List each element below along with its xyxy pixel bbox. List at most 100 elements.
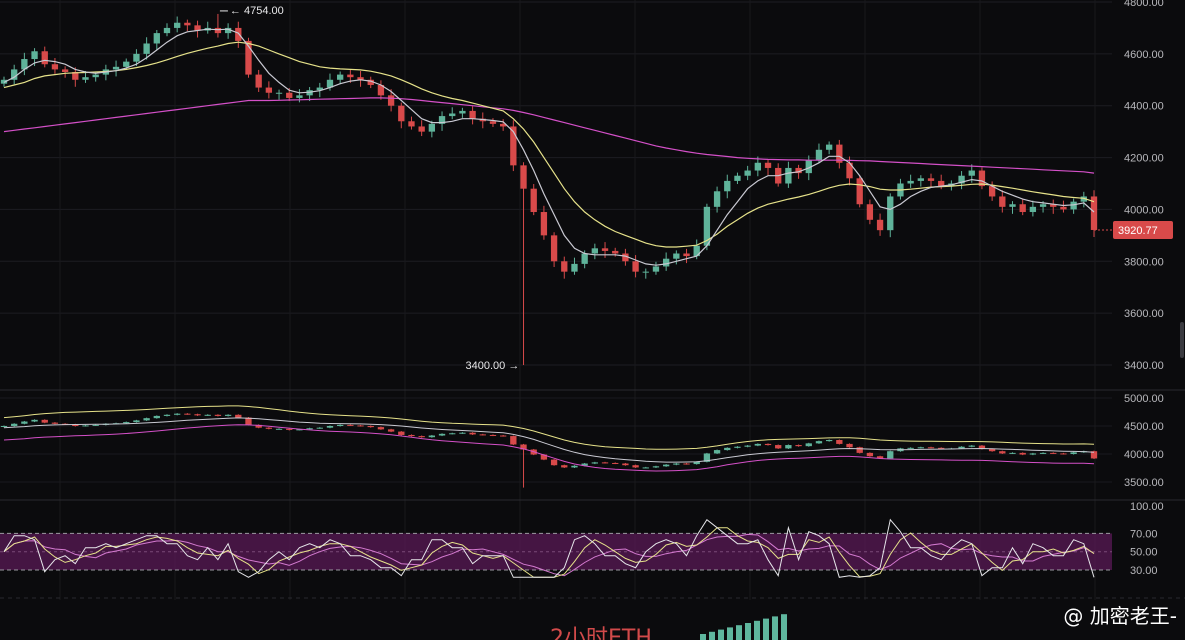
main-y-tick-label: 4600.00	[1124, 49, 1164, 61]
boll-candle-body	[785, 445, 792, 449]
main-y-tick-label: 4000.00	[1124, 204, 1164, 216]
boll-candle-body	[795, 445, 802, 447]
main-y-tick-label: 4200.00	[1124, 153, 1164, 165]
boll-candle-body	[683, 463, 690, 465]
candle-body	[938, 180, 945, 187]
volume-bar	[700, 634, 706, 640]
boll-candle-body	[245, 417, 252, 425]
candle-body	[693, 245, 700, 257]
candle-body	[673, 253, 680, 259]
boll-upper-line	[3, 405, 1095, 450]
boll-candle-body	[194, 414, 201, 416]
candle-body	[856, 178, 863, 205]
boll-candle-body	[1009, 452, 1016, 454]
candle-body	[907, 180, 914, 184]
volume-bar	[754, 620, 760, 640]
candle-body	[978, 170, 986, 187]
candle-body	[143, 43, 150, 54]
rsi-band	[0, 533, 1112, 570]
candle-body	[642, 271, 649, 273]
boll-candle-body	[1029, 453, 1037, 455]
candle-body	[540, 212, 548, 236]
candle-body	[805, 160, 812, 174]
boll-candle-body	[601, 462, 609, 464]
volume-bar	[727, 627, 733, 640]
boll-candle-body	[856, 447, 863, 453]
candle-body	[316, 87, 323, 91]
candle-body	[561, 261, 568, 272]
volume-bar	[718, 629, 724, 640]
boll-candle-body	[82, 425, 89, 427]
boll-candle-body	[0, 426, 8, 427]
boll-candle-body	[550, 459, 558, 466]
boll-candle-body	[917, 447, 924, 449]
candle-body	[438, 116, 446, 124]
boll-candle-body	[479, 434, 486, 436]
boll-candle-body	[123, 422, 130, 424]
candle-body	[652, 266, 660, 272]
candle-body	[622, 253, 629, 262]
boll-candle-body	[133, 420, 140, 423]
boll-candle-body	[713, 450, 721, 454]
boll-candle-body	[408, 434, 415, 437]
boll-candle-body	[622, 463, 629, 466]
boll-candle-body	[673, 463, 680, 465]
boll-y-tick-label: 4500.00	[1124, 421, 1164, 433]
boll-y-tick-label: 5000.00	[1124, 393, 1164, 405]
candle-body	[632, 261, 639, 272]
boll-lower-line	[3, 424, 1095, 472]
boll-y-tick-label: 3500.00	[1124, 477, 1164, 489]
candle-body	[408, 121, 415, 127]
candle-body	[866, 204, 874, 220]
candle-body	[724, 180, 731, 192]
candle-body	[836, 144, 843, 163]
candle-body	[112, 66, 120, 70]
candle-body	[163, 27, 171, 34]
boll-candle-body	[836, 440, 843, 444]
candle-body	[194, 25, 201, 31]
boll-candle-body	[1070, 452, 1077, 454]
boll-candle-body	[805, 443, 812, 447]
candle-body	[174, 22, 181, 28]
candle-body	[1019, 204, 1026, 213]
candle-body	[1029, 206, 1037, 213]
candle-body	[734, 175, 741, 181]
candle-body	[31, 51, 38, 60]
candle-body	[1090, 196, 1098, 230]
candle-body	[51, 64, 59, 70]
candle-body	[500, 123, 507, 127]
candle-body	[428, 123, 436, 132]
boll-candle-body	[163, 414, 171, 416]
candle-body	[927, 178, 935, 181]
candle-body	[744, 170, 751, 176]
boll-candle-body	[958, 446, 965, 449]
candle-body	[398, 105, 405, 122]
boll-candle-body	[174, 413, 181, 415]
candle-body	[1080, 196, 1087, 202]
boll-candle-body	[1050, 452, 1057, 454]
candle-body	[153, 33, 160, 44]
boll-candle-body	[887, 451, 894, 459]
boll-candle-body	[489, 434, 497, 436]
rsi-fast-line	[3, 518, 1095, 578]
boll-middle-line	[3, 417, 1095, 463]
boll-candle-body	[398, 431, 405, 435]
boll-candle-body	[1060, 453, 1067, 455]
boll-candle-body	[316, 427, 323, 429]
rsi-y-tick-label: 50.00	[1130, 547, 1158, 559]
candle-body	[92, 74, 99, 78]
candle-body	[1060, 206, 1067, 210]
boll-candle-body	[357, 425, 364, 427]
candle-body	[815, 149, 823, 161]
candle-body	[520, 165, 527, 189]
boll-candle-body	[1019, 452, 1026, 455]
boll-candle-body	[31, 419, 38, 422]
candle-body	[876, 219, 884, 231]
candle-body	[846, 162, 853, 179]
candle-body	[887, 196, 894, 231]
boll-candle-body	[612, 462, 619, 464]
boll-candle-body	[876, 456, 884, 459]
candle-body	[61, 69, 69, 73]
candle-body	[581, 253, 588, 264]
candle-body	[133, 53, 140, 62]
